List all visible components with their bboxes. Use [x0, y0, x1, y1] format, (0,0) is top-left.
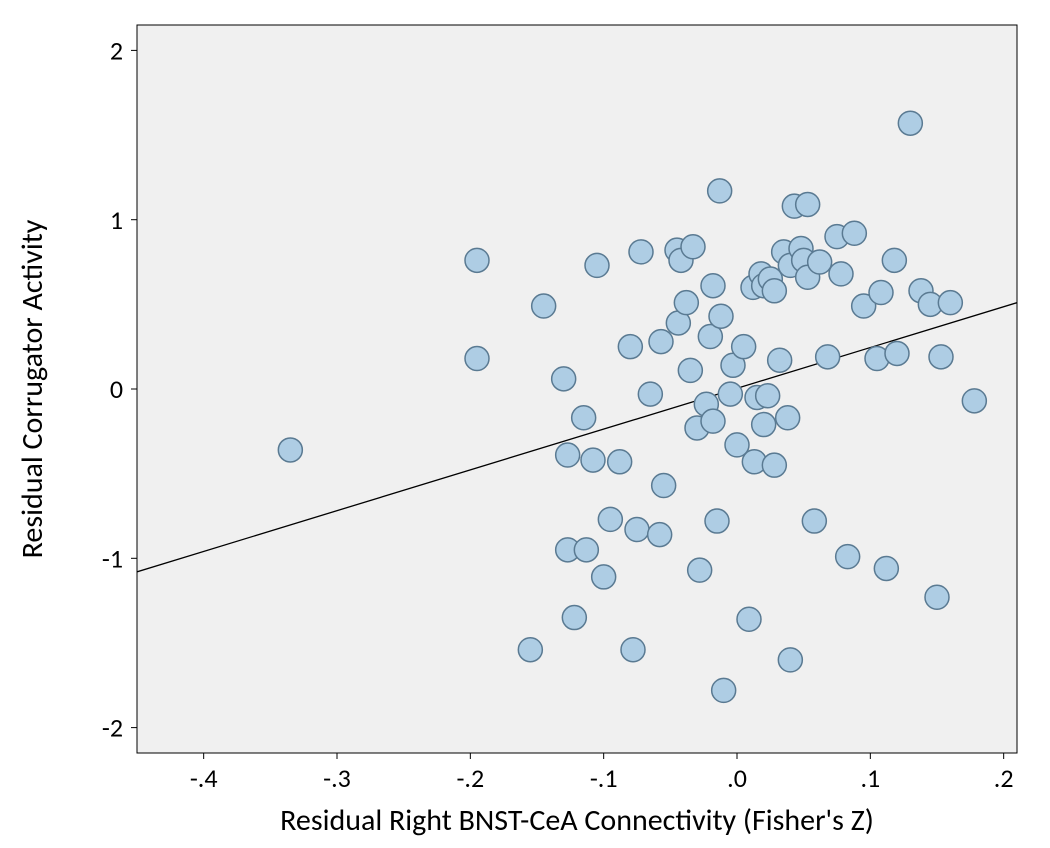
scatter-chart: -.4 -.3 -.2 -.1 .0 .1 .2 -2 -1 0 1 2 Residual Right … — [0, 0, 1050, 848]
data-point — [929, 345, 953, 369]
x-tick-label: -.3 — [323, 762, 351, 794]
y-tick-label: 2 — [110, 34, 123, 66]
data-point — [756, 384, 780, 408]
y-tick-label: 0 — [110, 373, 123, 405]
data-point — [796, 192, 820, 216]
data-point — [842, 221, 866, 245]
data-point — [688, 558, 712, 582]
data-point — [762, 453, 786, 477]
data-point — [816, 345, 840, 369]
x-tick-label: .0 — [727, 762, 747, 794]
data-point — [709, 304, 733, 328]
data-point — [712, 678, 736, 702]
y-tick-label: -1 — [102, 542, 123, 574]
data-point — [585, 253, 609, 277]
data-point — [598, 507, 622, 531]
data-point — [869, 280, 893, 304]
data-point — [768, 348, 792, 372]
data-point — [574, 538, 598, 562]
data-point — [752, 413, 776, 437]
data-point — [705, 509, 729, 533]
data-point — [708, 179, 732, 203]
data-point — [556, 443, 580, 467]
x-tick-label: -.2 — [456, 762, 484, 794]
data-point — [701, 274, 725, 298]
data-point — [681, 235, 705, 259]
data-point — [518, 638, 542, 662]
y-tick-label: -2 — [102, 712, 123, 744]
data-point — [938, 291, 962, 315]
data-point — [652, 474, 676, 498]
data-point — [465, 248, 489, 272]
x-tick-label: -.4 — [190, 762, 218, 794]
data-point — [885, 341, 909, 365]
plot-panel — [137, 25, 1017, 753]
data-point — [737, 607, 761, 631]
data-point — [836, 545, 860, 569]
data-point — [701, 409, 725, 433]
data-point — [829, 262, 853, 286]
data-point — [648, 523, 672, 547]
data-point — [592, 565, 616, 589]
data-point — [572, 406, 596, 430]
y-tick-label: 1 — [110, 204, 123, 236]
data-point — [874, 556, 898, 580]
x-tick-label: -.1 — [590, 762, 618, 794]
data-point — [465, 347, 489, 371]
y-axis-label: Residual Corrugator Activity — [14, 219, 51, 558]
data-point — [618, 335, 642, 359]
x-axis-label: Residual Right BNST-CeA Connectivity (Fi… — [280, 802, 874, 839]
data-point — [778, 648, 802, 672]
data-point — [532, 294, 556, 318]
data-point — [638, 382, 662, 406]
data-point — [762, 279, 786, 303]
data-point — [629, 240, 653, 264]
data-point — [882, 248, 906, 272]
data-point — [718, 382, 742, 406]
data-point — [621, 638, 645, 662]
data-point — [925, 585, 949, 609]
x-tick-label: .1 — [860, 762, 880, 794]
data-point — [962, 389, 986, 413]
data-point — [732, 335, 756, 359]
data-point — [608, 450, 632, 474]
data-point — [802, 509, 826, 533]
data-point — [776, 406, 800, 430]
data-point — [674, 291, 698, 315]
data-point — [562, 606, 586, 630]
data-point — [898, 111, 922, 135]
data-point — [278, 438, 302, 462]
data-point — [552, 367, 576, 391]
data-point — [581, 448, 605, 472]
data-point — [678, 358, 702, 382]
data-point — [625, 518, 649, 542]
x-tick-label: .2 — [994, 762, 1014, 794]
data-point — [649, 330, 673, 354]
data-point — [808, 250, 832, 274]
